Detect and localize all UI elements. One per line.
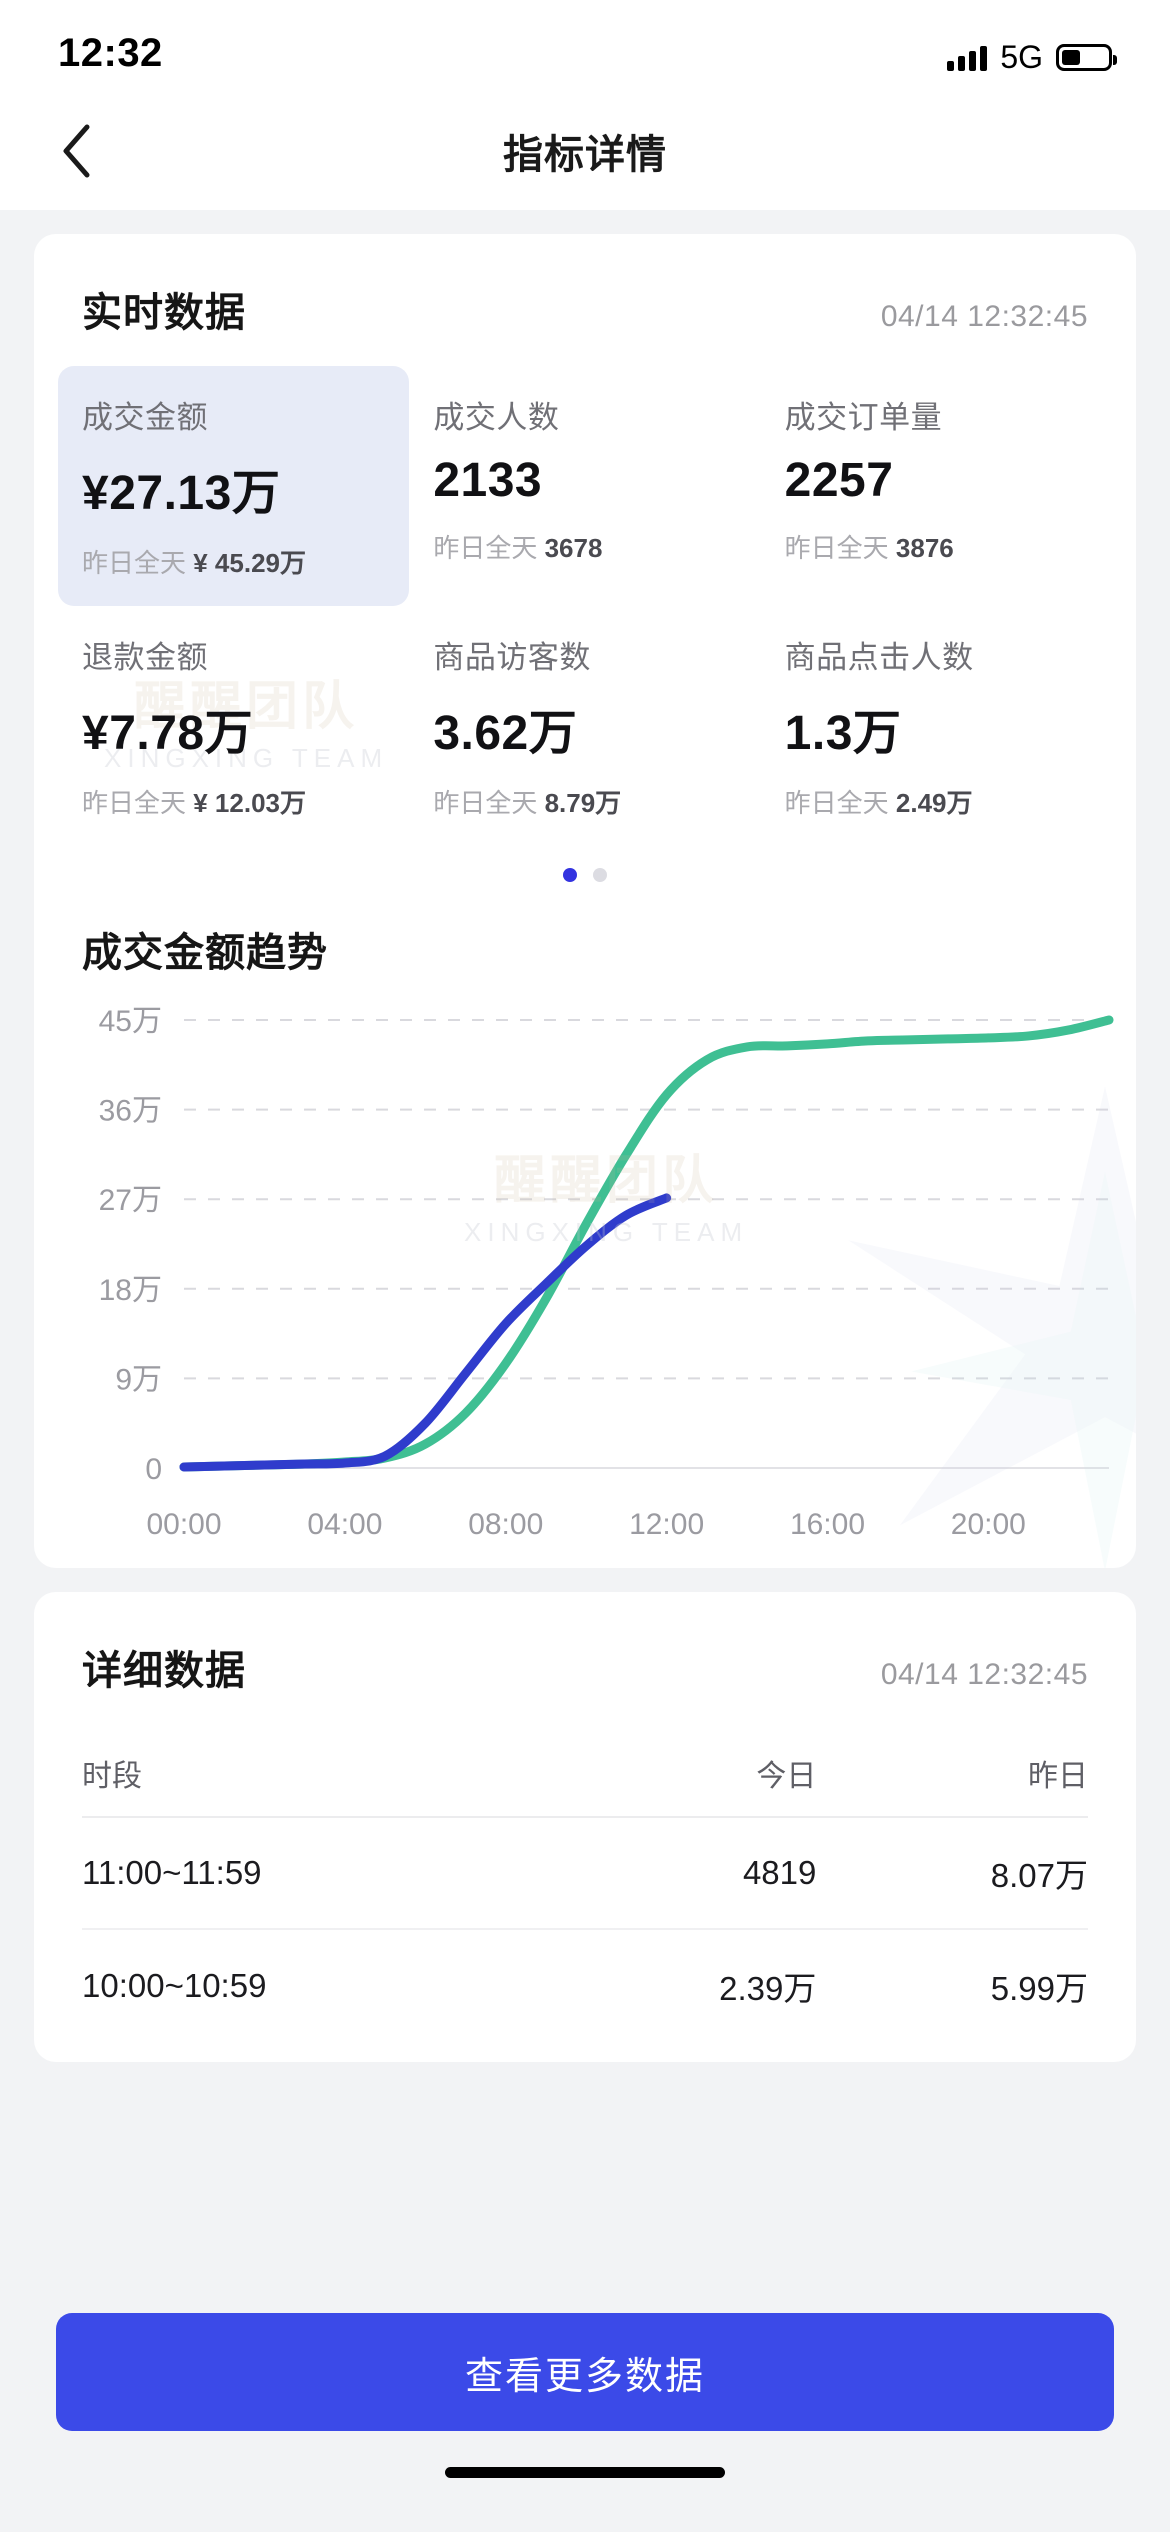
metric-sub-label: 昨日全天 — [82, 788, 187, 818]
metric-sub-value: ¥ 12.03万 — [193, 788, 306, 818]
table-header-row: 时段 今日 昨日 — [82, 1730, 1088, 1818]
cell-yesterday: 8.07万 — [990, 1857, 1088, 1894]
y-axis-tick-label: 0 — [145, 1453, 162, 1486]
table-row[interactable]: 11:00~11:59 4819 8.07万 — [82, 1818, 1088, 1930]
signal-bars-icon — [947, 45, 988, 71]
x-axis-tick-label: 04:00 — [307, 1508, 382, 1541]
metric-grid: 成交金额 ¥27.13万 昨日全天 ¥ 45.29万 成交人数 2133 昨日全… — [34, 338, 1136, 846]
status-bar: 12:32 5G — [0, 0, 1170, 92]
metric-value: 2257 — [784, 454, 894, 507]
metric-tile-clickers[interactable]: 商品点击人数 1.3万 昨日全天 2.49万 — [761, 606, 1112, 846]
realtime-card-title: 实时数据 — [82, 291, 246, 335]
x-axis-tick-label: 00:00 — [146, 1508, 221, 1541]
cell-yesterday: 5.99万 — [990, 1970, 1088, 2007]
chevron-left-icon — [59, 124, 93, 178]
metric-value: 2133 — [433, 454, 543, 507]
chart-canvas: 45万 36万 27万 18万 9万 0 00:00 04:00 08:00 12:00 16:00… — [99, 1005, 1114, 1541]
metric-sub-value: 3876 — [895, 533, 954, 563]
metric-subtext: 昨日全天 2.49万 — [785, 783, 1088, 820]
metric-sub-label: 昨日全天 — [82, 548, 187, 578]
metric-label: 成交人数 — [433, 400, 560, 435]
y-axis-tick-label: 36万 — [99, 1095, 162, 1128]
page-title: 指标详情 — [503, 133, 667, 177]
status-indicators: 5G — [947, 39, 1117, 76]
metric-label: 成交订单量 — [784, 400, 943, 435]
metric-value: ¥7.78万 — [82, 707, 254, 760]
metric-subtext: 昨日全天 3876 — [785, 528, 1088, 565]
x-axis-tick-label: 12:00 — [629, 1508, 704, 1541]
nav-bar: 指标详情 — [0, 92, 1170, 210]
metric-subtext: 昨日全天 3678 — [433, 528, 736, 565]
metric-label: 退款金额 — [82, 640, 208, 675]
metric-label: 商品点击人数 — [784, 640, 974, 675]
chart-line-yesterday — [179, 1015, 1114, 1472]
detail-card-title: 详细数据 — [82, 1649, 246, 1693]
x-axis-tick-label: 08:00 — [468, 1508, 543, 1541]
x-axis-tick-label: 16:00 — [790, 1508, 865, 1541]
network-label: 5G — [1000, 39, 1043, 75]
status-time: 12:32 — [58, 31, 163, 75]
metric-value: 1.3万 — [784, 707, 902, 760]
metric-sub-value: 8.79万 — [544, 788, 622, 818]
page-scroll-area[interactable]: 醒醒团队 XINGXING TEAM 实时数据 04/14 12:32:45 成… — [0, 210, 1170, 2062]
metric-value: ¥27.13万 — [82, 467, 281, 520]
y-axis-tick-label: 45万 — [99, 1005, 162, 1038]
column-header-period: 时段 — [82, 1760, 142, 1793]
back-button[interactable] — [46, 121, 106, 181]
metric-tile-buyers[interactable]: 成交人数 2133 昨日全天 3678 — [409, 366, 760, 606]
column-header-today: 今日 — [756, 1760, 817, 1793]
battery-icon — [1056, 44, 1117, 71]
metric-tile-gmv[interactable]: 成交金额 ¥27.13万 昨日全天 ¥ 45.29万 — [58, 366, 410, 606]
gmv-trend-chart[interactable]: 醒醒团队 XINGXING TEAM 45万 36万 27万 18万 9万 0 00:00 0… — [34, 998, 1136, 1568]
metric-sub-label: 昨日全天 — [433, 788, 538, 818]
y-axis-tick-label: 27万 — [99, 1184, 162, 1217]
metric-sub-value: 3678 — [544, 533, 603, 563]
y-axis-tick-label: 18万 — [99, 1274, 162, 1307]
metric-value: 3.62万 — [433, 707, 578, 760]
metric-tile-visitors[interactable]: 商品访客数 3.62万 昨日全天 8.79万 — [409, 606, 760, 846]
chart-line-today — [179, 1193, 672, 1472]
x-axis-tick-label: 20:00 — [951, 1508, 1026, 1541]
home-indicator[interactable] — [445, 2467, 725, 2478]
metric-sub-label: 昨日全天 — [784, 788, 889, 818]
metric-subtext: 昨日全天 8.79万 — [433, 783, 736, 820]
table-row[interactable]: 10:00~10:59 2.39万 5.99万 — [82, 1930, 1088, 2042]
metric-sub-label: 昨日全天 — [433, 533, 538, 563]
pagination-dot-1[interactable] — [563, 868, 577, 882]
metric-sub-value: 2.49万 — [895, 788, 973, 818]
column-header-yesterday: 昨日 — [1027, 1760, 1088, 1793]
detail-card-timestamp: 04/14 12:32:45 — [880, 1658, 1088, 1691]
realtime-card-timestamp: 04/14 12:32:45 — [880, 300, 1088, 333]
view-more-data-button[interactable]: 查看更多数据 — [56, 2313, 1114, 2431]
carousel-pagination[interactable] — [34, 846, 1136, 892]
metric-label: 商品访客数 — [433, 640, 591, 675]
metric-tile-orders[interactable]: 成交订单量 2257 昨日全天 3876 — [761, 366, 1112, 606]
bottom-action-bar: 查看更多数据 — [0, 2313, 1170, 2532]
metric-subtext: 昨日全天 ¥ 45.29万 — [82, 543, 385, 580]
cell-today: 2.39万 — [719, 1970, 817, 2007]
detail-data-card: 详细数据 04/14 12:32:45 时段 今日 昨日 11:00~11:59… — [34, 1592, 1136, 2062]
cell-period: 11:00~11:59 — [82, 1854, 262, 1891]
metric-tile-refund[interactable]: 退款金额 ¥7.78万 昨日全天 ¥ 12.03万 — [58, 606, 409, 846]
metric-sub-value: ¥ 45.29万 — [193, 548, 306, 578]
pagination-dot-2[interactable] — [593, 868, 607, 882]
realtime-card-header: 实时数据 04/14 12:32:45 — [34, 234, 1136, 338]
cell-today: 4819 — [742, 1854, 817, 1891]
detail-card-header: 详细数据 04/14 12:32:45 — [34, 1592, 1136, 1696]
cell-period: 10:00~10:59 — [82, 1967, 267, 2004]
y-axis-tick-label: 9万 — [115, 1363, 162, 1396]
realtime-data-card: 醒醒团队 XINGXING TEAM 实时数据 04/14 12:32:45 成… — [34, 234, 1136, 1568]
chart-title: 成交金额趋势 — [82, 931, 328, 975]
metric-subtext: 昨日全天 ¥ 12.03万 — [82, 783, 385, 820]
metric-label: 成交金额 — [82, 400, 208, 435]
metric-sub-label: 昨日全天 — [784, 533, 889, 563]
detail-table: 时段 今日 昨日 11:00~11:59 4819 8.07万 10:00~10… — [34, 1730, 1136, 2042]
